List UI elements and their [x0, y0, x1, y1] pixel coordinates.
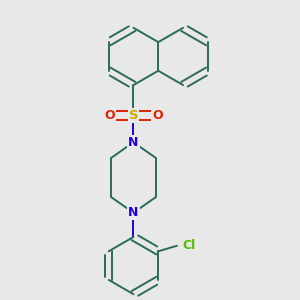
Text: O: O	[104, 110, 115, 122]
Text: Cl: Cl	[182, 239, 196, 252]
Text: O: O	[152, 110, 163, 122]
Text: N: N	[128, 206, 139, 219]
Text: S: S	[129, 110, 138, 122]
Text: N: N	[128, 136, 139, 149]
